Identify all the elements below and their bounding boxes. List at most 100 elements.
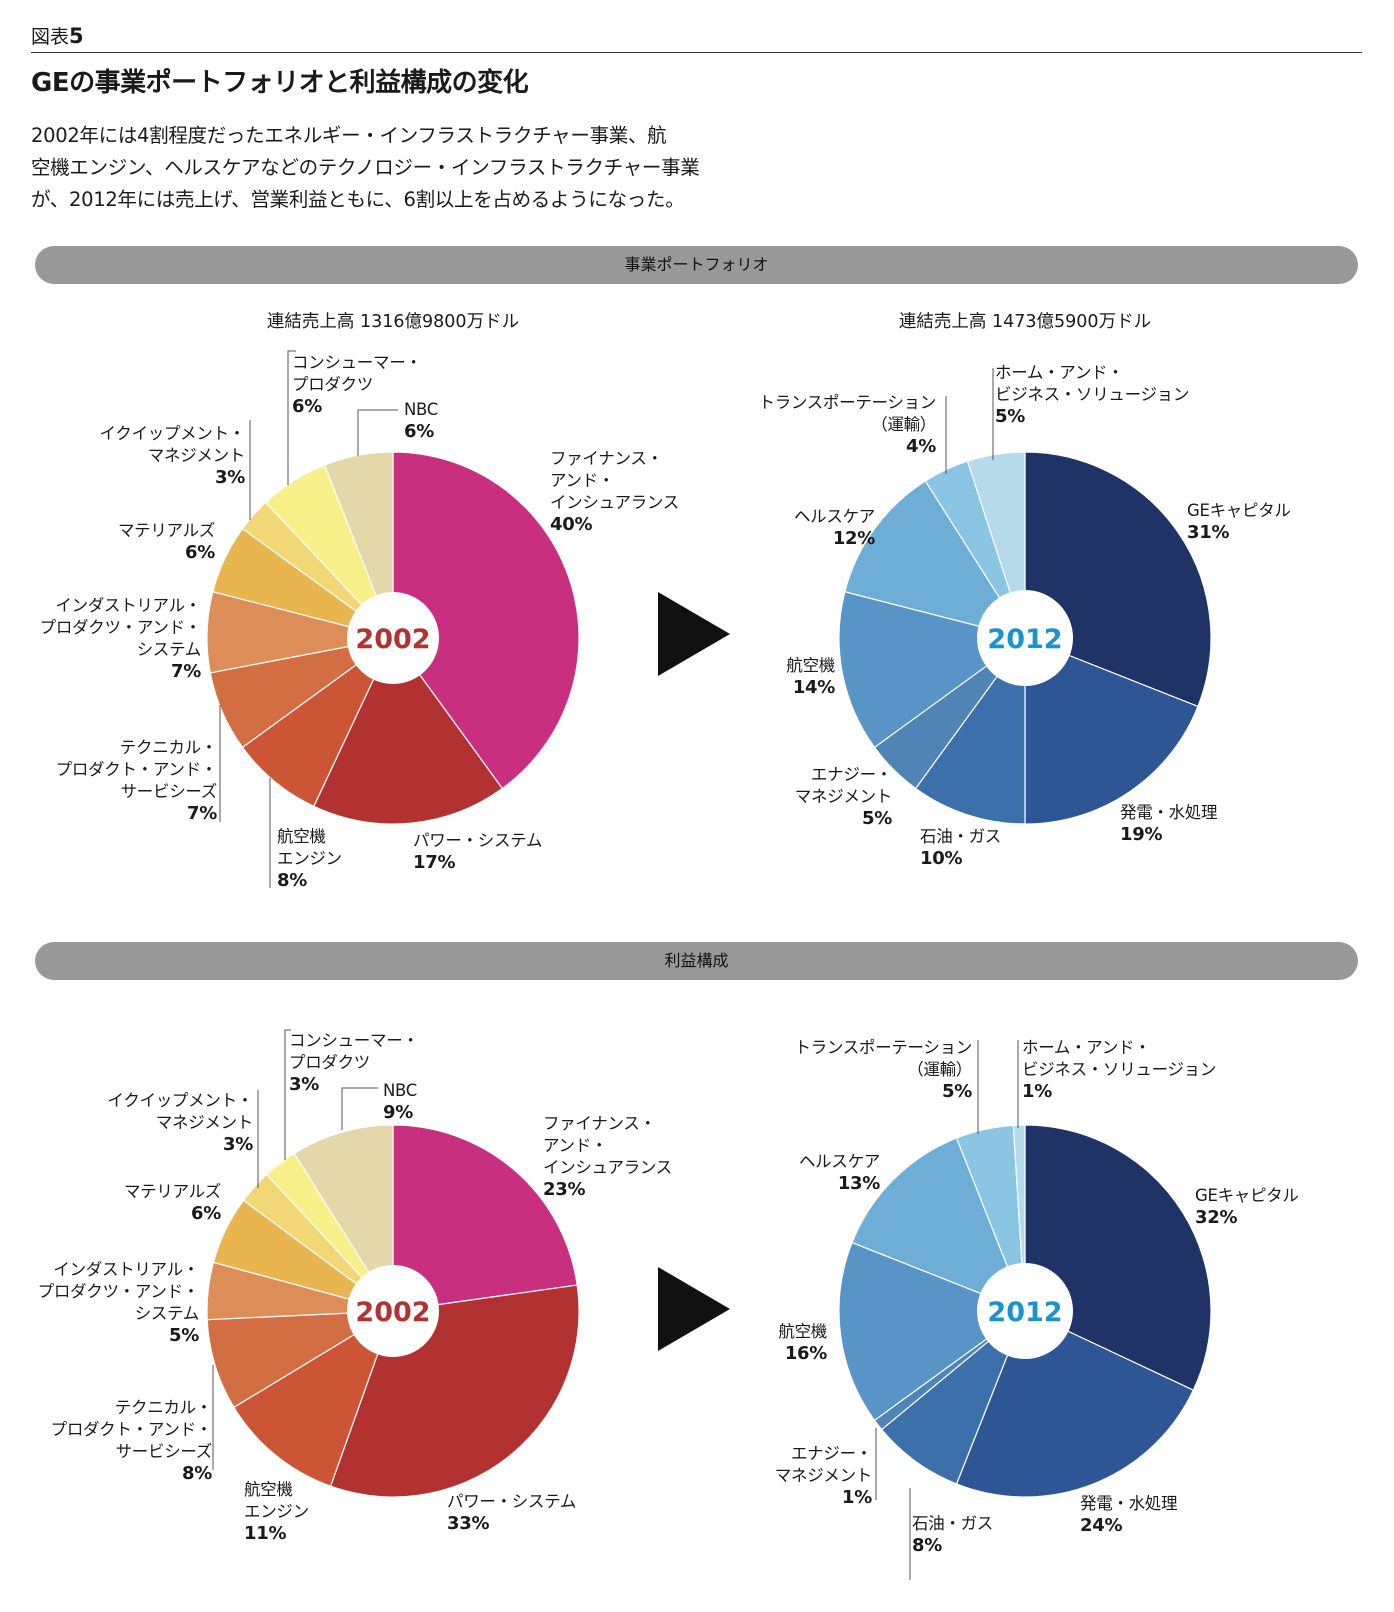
pie-slice bbox=[1024, 637, 1199, 825]
slice-label-name: （運輸） bbox=[871, 415, 936, 434]
slice-label-name: インダストリアル・ bbox=[53, 1260, 199, 1279]
slice-label-percent: 9% bbox=[383, 1102, 413, 1123]
slice-label-name: パワー・システム bbox=[447, 1492, 577, 1511]
slice-label-percent: 33% bbox=[447, 1513, 490, 1534]
leader-line bbox=[284, 1029, 291, 1160]
slice-label-percent: 4% bbox=[906, 436, 936, 457]
slice-label-percent: 11% bbox=[244, 1523, 287, 1544]
slice-label: エナジー・ マネジメント 1% bbox=[775, 1443, 873, 1509]
section-band-portfolio: 事業ポートフォリオ bbox=[35, 246, 1358, 284]
slice-label-percent: 10% bbox=[920, 848, 963, 869]
slice-label-name: マネジメント bbox=[794, 787, 893, 806]
slice-label-name: マネジメント bbox=[155, 1113, 254, 1132]
slice-label-name: （運輸） bbox=[907, 1060, 972, 1079]
slice-label-name: イクイップメント・ bbox=[107, 1091, 254, 1110]
pie-slice bbox=[241, 637, 394, 808]
slice-label-percent: 17% bbox=[413, 852, 456, 873]
slice-label-percent: 3% bbox=[215, 467, 245, 488]
sales-2002-subtitle: 連結売上高 1316億9800万ドル bbox=[266, 312, 520, 332]
pie-center-hole bbox=[977, 590, 1073, 686]
slice-label-percent: 14% bbox=[792, 677, 835, 698]
slice-label-name: エナジー・ bbox=[810, 765, 892, 784]
slice-label: 航空機 14% bbox=[786, 655, 835, 699]
pie-slice bbox=[844, 480, 1027, 639]
slice-label-name: エンジン bbox=[277, 849, 342, 868]
slice-label-name: プロダクツ bbox=[292, 375, 374, 394]
slice-label-percent: 6% bbox=[404, 421, 434, 442]
slice-label-percent: 23% bbox=[543, 1179, 586, 1200]
slice-label-name: 航空機 bbox=[786, 656, 835, 675]
slice-label-percent: 19% bbox=[1120, 824, 1163, 845]
slice-label: 発電・水処理 24% bbox=[1080, 1493, 1178, 1537]
slice-label-name: 発電・水処理 bbox=[1120, 803, 1218, 822]
slice-label-name: 発電・水処理 bbox=[1080, 1494, 1178, 1513]
pie-slice bbox=[313, 636, 504, 825]
pie-slice bbox=[392, 451, 580, 790]
slice-label: テクニカル・ プロダクト・アンド・ サービシーズ 8% bbox=[50, 1397, 213, 1485]
arrow-right-icon bbox=[658, 592, 730, 676]
slice-label-name: ヘルスケア bbox=[798, 1152, 880, 1171]
slice-label-percent: 5% bbox=[169, 1325, 199, 1346]
slice-label-name: 航空機 bbox=[778, 1322, 827, 1341]
slice-label: 石油・ガス 8% bbox=[912, 1513, 993, 1557]
slice-label: マテリアルズ 6% bbox=[118, 520, 215, 564]
slice-label-name: システム bbox=[134, 1304, 200, 1323]
pie-slice bbox=[1024, 1124, 1212, 1391]
slice-label: 航空機 16% bbox=[778, 1321, 827, 1365]
slice-label-name: システム bbox=[136, 640, 202, 659]
slice-label-name: 航空機 bbox=[277, 827, 326, 846]
slice-label-name: GEキャピタル bbox=[1195, 1186, 1299, 1205]
slice-label-name: 石油・ガス bbox=[912, 1514, 994, 1533]
pie-center-year: 2002 bbox=[355, 624, 430, 655]
slice-label: コンシューマー・ プロダクツ 6% bbox=[292, 352, 422, 418]
pie-center-hole bbox=[347, 592, 439, 684]
slice-label: トランスポーテーション （運輸） 5% bbox=[794, 1037, 972, 1103]
pie-center-hole bbox=[347, 1265, 439, 1357]
pie-slice bbox=[293, 1124, 394, 1314]
pie-slice bbox=[233, 1309, 395, 1487]
slice-label-percent: 3% bbox=[289, 1074, 319, 1095]
section-band-profit: 利益構成 bbox=[35, 942, 1358, 980]
slice-label-name: インダストリアル・ bbox=[55, 596, 201, 615]
pie-center-year: 2002 bbox=[355, 1297, 430, 1328]
description: 2002年には4割程度だったエネルギー・インフラストラクチャー事業、航 空機エン… bbox=[31, 120, 700, 216]
slice-label-name: マネジメント bbox=[147, 446, 246, 465]
slice-label-name: マテリアルズ bbox=[123, 1182, 221, 1201]
slice-label-name: ファイナンス・ bbox=[543, 1114, 656, 1133]
slice-label-name: プロダクト・アンド・ bbox=[50, 1420, 213, 1439]
slice-label: NBC 6% bbox=[404, 399, 438, 443]
slice-label-percent: 12% bbox=[832, 528, 875, 549]
slice-label-percent: 40% bbox=[550, 514, 593, 535]
slice-label: GEキャピタル 31% bbox=[1187, 500, 1291, 544]
slice-label-percent: 1% bbox=[842, 1487, 872, 1508]
slice-label-name: GEキャピタル bbox=[1187, 501, 1291, 520]
pie-slice bbox=[206, 1310, 394, 1409]
figure-label-text: 図表 bbox=[31, 26, 70, 48]
pie-center-hole bbox=[977, 1263, 1073, 1359]
slice-label-name: プロダクト・アンド・ bbox=[55, 760, 218, 779]
slice-label-name: ビジネス・ソリュージョン bbox=[1022, 1060, 1217, 1079]
slice-label: 航空機 エンジン 8% bbox=[277, 826, 342, 892]
slice-label-name: トランスポーテーション bbox=[794, 1038, 972, 1057]
slice-label: エナジー・ マネジメント 5% bbox=[794, 764, 893, 830]
slice-label-name: エンジン bbox=[244, 1502, 309, 1521]
slice-label-name: NBC bbox=[383, 1081, 417, 1100]
slice-label-name: ビジネス・ソリュージョン bbox=[995, 385, 1190, 404]
arrow-right-icon bbox=[658, 1267, 730, 1351]
slice-label-percent: 8% bbox=[912, 1535, 942, 1556]
slice-label: マテリアルズ 6% bbox=[124, 1181, 221, 1225]
slice-label: 航空機 エンジン 11% bbox=[244, 1479, 309, 1545]
slice-label-name: プロダクツ・アンド・ bbox=[37, 1282, 200, 1301]
slice-label: コンシューマー・ プロダクツ 3% bbox=[289, 1030, 419, 1096]
slice-label-name: ヘルスケア bbox=[793, 507, 875, 526]
slice-label-percent: 32% bbox=[1195, 1207, 1238, 1228]
slice-label-name: NBC bbox=[404, 400, 438, 419]
slice-label: GEキャピタル 32% bbox=[1195, 1185, 1299, 1229]
slice-label-percent: 13% bbox=[837, 1173, 880, 1194]
slice-label-percent: 16% bbox=[784, 1343, 827, 1364]
slice-label: ホーム・アンド・ ビジネス・ソリュージョン 1% bbox=[1022, 1037, 1216, 1103]
sales-2012-subtitle: 連結売上高 1473億5900万ドル bbox=[898, 312, 1152, 332]
slice-label: 石油・ガス 10% bbox=[920, 826, 1001, 870]
slice-label: 発電・水処理 19% bbox=[1120, 802, 1218, 846]
